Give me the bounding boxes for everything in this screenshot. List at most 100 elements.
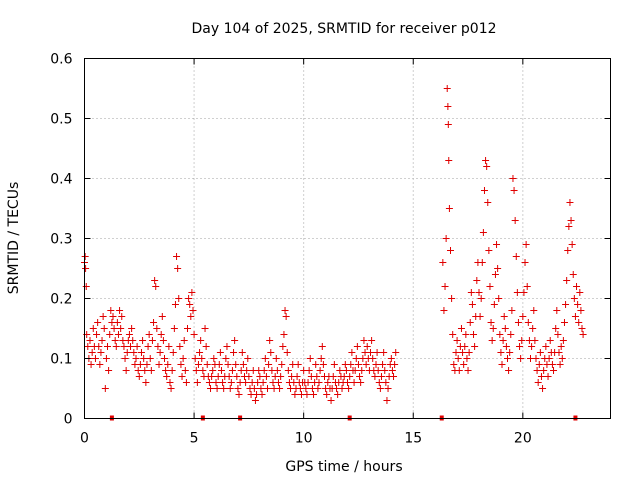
data-point [345,385,353,392]
data-point [242,379,250,386]
data-point [203,361,211,368]
data-point [354,361,362,368]
data-point [93,331,101,338]
data-point [258,391,266,398]
data-point [347,361,355,368]
data-point [450,361,458,368]
data-point [520,289,528,296]
data-point [442,235,450,242]
y-tick-label: 0.3 [50,232,72,248]
data-point [186,301,194,308]
data-point [243,367,251,374]
data-point [145,331,153,338]
data-point [564,247,572,254]
data-point [171,301,179,308]
data-point [168,367,176,374]
data-point [533,367,541,374]
data-point [503,355,511,362]
data-point [170,325,178,332]
data-point [267,349,275,356]
data-point [265,361,273,368]
data-point [490,301,498,308]
data-point [222,355,230,362]
data-point [134,367,142,374]
data-point [88,349,96,356]
data-point [486,283,494,290]
data-point [260,367,268,374]
data-point [135,373,143,380]
data-point [219,379,227,386]
data-point [566,199,574,206]
data-point [140,355,148,362]
data-point [457,325,465,332]
data-point [305,367,313,374]
data-point [372,361,380,368]
data-point [475,289,483,296]
data-point [132,355,140,362]
data-point [514,319,522,326]
data-point [559,337,567,344]
data-point [169,349,177,356]
data-point [568,241,576,248]
data-point [330,361,338,368]
data-point [439,259,447,266]
axis-ticks [84,58,611,419]
data-point [262,373,270,380]
data-point [546,337,554,344]
chart-title: Day 104 of 2025, SRMTID for receiver p01… [191,21,496,37]
data-point [127,343,135,350]
x-tick-label: 10 [295,431,313,447]
data-point [464,367,472,374]
data-point [199,367,207,374]
data-point [178,373,186,380]
data-point [196,349,204,356]
data-point [244,355,252,362]
data-point [176,343,184,350]
y-tick-label: 0.1 [50,352,72,368]
data-point [454,355,462,362]
data-point [223,343,231,350]
data-point [283,349,291,356]
data-point [529,325,537,332]
data-point [129,337,137,344]
data-point [497,349,505,356]
data-point [143,361,151,368]
data-point [579,331,587,338]
data-point [175,295,183,302]
x-tick-label: 15 [404,431,422,447]
data-point [534,379,542,386]
data-point [552,325,560,332]
data-point [198,355,206,362]
data-point [563,277,571,284]
data-point [467,289,475,296]
data-point [316,367,324,374]
data-point [156,349,164,356]
data-point [208,373,216,380]
data-point [360,337,368,344]
data-point [488,337,496,344]
data-point [346,373,354,380]
data-point [449,331,457,338]
data-point [256,373,264,380]
data-point [163,373,171,380]
data-point [362,361,370,368]
data-point [567,217,575,224]
data-point [107,307,115,314]
data-point [441,283,449,290]
data-point [306,355,314,362]
data-point [570,295,578,302]
data-point [97,349,105,356]
data-point [367,349,375,356]
data-point [508,307,516,314]
data-point [84,343,92,350]
data-point [452,349,460,356]
data-point [380,349,388,356]
data-point [123,349,131,356]
data-point [336,367,344,374]
data-point [303,391,311,398]
data-point [440,307,448,314]
data-point [532,355,540,362]
data-point [153,325,161,332]
data-point [351,367,359,374]
data-point [228,367,236,374]
